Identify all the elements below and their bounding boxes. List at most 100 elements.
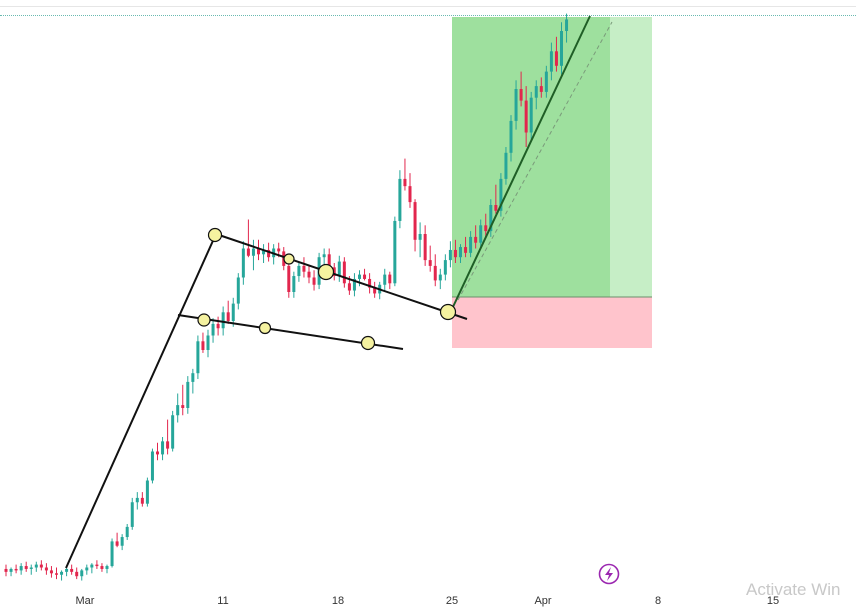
- candle-down[interactable]: [464, 247, 468, 253]
- candle-up[interactable]: [529, 97, 533, 133]
- breakout-trend-line[interactable]: [451, 15, 591, 310]
- candle-down[interactable]: [347, 283, 351, 291]
- candle-down[interactable]: [70, 568, 74, 572]
- candle-down[interactable]: [257, 248, 260, 255]
- candle-up[interactable]: [176, 405, 180, 416]
- candle-down[interactable]: [277, 248, 281, 252]
- candle-down[interactable]: [49, 570, 53, 574]
- candle-down[interactable]: [201, 341, 205, 350]
- candle-down[interactable]: [95, 564, 99, 567]
- candle-up[interactable]: [196, 341, 200, 374]
- profit-zone-extended[interactable]: [610, 17, 652, 297]
- candle-down[interactable]: [494, 205, 498, 211]
- candle-down[interactable]: [39, 564, 43, 568]
- candle-up[interactable]: [459, 247, 462, 258]
- candle-up[interactable]: [479, 225, 483, 243]
- candle-up[interactable]: [469, 236, 473, 253]
- candle-up[interactable]: [110, 541, 114, 567]
- candle-up[interactable]: [337, 261, 341, 277]
- candle-up[interactable]: [191, 373, 195, 382]
- candle-up[interactable]: [231, 303, 235, 321]
- candle-down[interactable]: [327, 254, 331, 268]
- candle-up[interactable]: [358, 274, 361, 279]
- candle-up[interactable]: [534, 86, 538, 98]
- candle-up[interactable]: [60, 571, 64, 575]
- candle-down[interactable]: [413, 202, 417, 240]
- flagpole-line[interactable]: [65, 233, 217, 569]
- candle-up[interactable]: [211, 323, 215, 336]
- candle-up[interactable]: [393, 220, 397, 284]
- candle-down[interactable]: [226, 312, 230, 321]
- candle-down[interactable]: [408, 186, 412, 203]
- candle-down[interactable]: [181, 405, 185, 408]
- candle-up[interactable]: [352, 278, 356, 291]
- candle-up[interactable]: [499, 178, 503, 211]
- candle-up[interactable]: [241, 248, 245, 278]
- candle-down[interactable]: [140, 497, 144, 504]
- candle-up[interactable]: [150, 451, 154, 481]
- candle-up[interactable]: [544, 71, 548, 92]
- candle-down[interactable]: [44, 567, 48, 571]
- candle-up[interactable]: [171, 415, 175, 449]
- candle-up[interactable]: [398, 178, 402, 221]
- candle-down[interactable]: [332, 267, 336, 277]
- candle-down[interactable]: [156, 451, 159, 455]
- candle-down[interactable]: [433, 265, 437, 281]
- candle-down[interactable]: [474, 236, 478, 243]
- candle-up[interactable]: [251, 248, 255, 256]
- candle-down[interactable]: [312, 277, 316, 285]
- candle-up[interactable]: [418, 234, 422, 240]
- candle-up[interactable]: [135, 497, 139, 503]
- candle-down[interactable]: [484, 225, 488, 232]
- candle-up[interactable]: [438, 274, 442, 281]
- candle-up[interactable]: [161, 441, 165, 455]
- candle-up[interactable]: [85, 567, 89, 571]
- candle-up[interactable]: [29, 567, 33, 569]
- candle-up[interactable]: [322, 254, 326, 258]
- candle-up[interactable]: [565, 19, 569, 31]
- flag-upper-line[interactable]: [215, 233, 468, 320]
- candle-down[interactable]: [307, 271, 311, 278]
- candle-up[interactable]: [80, 570, 84, 577]
- candle-down[interactable]: [403, 178, 407, 187]
- candle-up[interactable]: [125, 526, 129, 538]
- candle-up[interactable]: [206, 335, 210, 351]
- candle-up[interactable]: [549, 51, 553, 72]
- touch-point-marker[interactable]: [360, 335, 376, 351]
- candle-down[interactable]: [554, 51, 558, 66]
- candle-up[interactable]: [504, 152, 508, 179]
- candle-down[interactable]: [287, 265, 291, 292]
- candle-up[interactable]: [297, 265, 301, 277]
- candle-up[interactable]: [509, 120, 513, 153]
- candle-down[interactable]: [55, 573, 58, 575]
- candle-down[interactable]: [246, 248, 250, 256]
- candle-down[interactable]: [423, 234, 427, 261]
- candle-down[interactable]: [4, 568, 8, 572]
- candle-down[interactable]: [373, 287, 377, 294]
- candle-up[interactable]: [34, 564, 38, 568]
- candle-up[interactable]: [489, 205, 493, 232]
- candle-up[interactable]: [560, 31, 563, 66]
- candle-up[interactable]: [236, 277, 240, 304]
- candle-up[interactable]: [145, 480, 149, 504]
- candle-down[interactable]: [216, 323, 220, 329]
- touch-point-marker[interactable]: [283, 253, 295, 265]
- candle-up[interactable]: [383, 274, 387, 285]
- candle-up[interactable]: [120, 537, 124, 546]
- candle-up[interactable]: [221, 312, 225, 329]
- candle-down[interactable]: [115, 541, 119, 546]
- candle-down[interactable]: [453, 249, 457, 258]
- touch-point-marker[interactable]: [258, 321, 272, 335]
- profit-zone[interactable]: [452, 17, 610, 297]
- candle-down[interactable]: [166, 441, 170, 449]
- candle-up[interactable]: [292, 276, 296, 292]
- candle-down[interactable]: [14, 568, 18, 571]
- candle-up[interactable]: [105, 566, 109, 569]
- candle-down[interactable]: [342, 261, 346, 284]
- candle-down[interactable]: [24, 566, 28, 569]
- candle-down[interactable]: [524, 100, 528, 133]
- candle-up[interactable]: [514, 89, 518, 121]
- touch-point-marker[interactable]: [439, 303, 457, 321]
